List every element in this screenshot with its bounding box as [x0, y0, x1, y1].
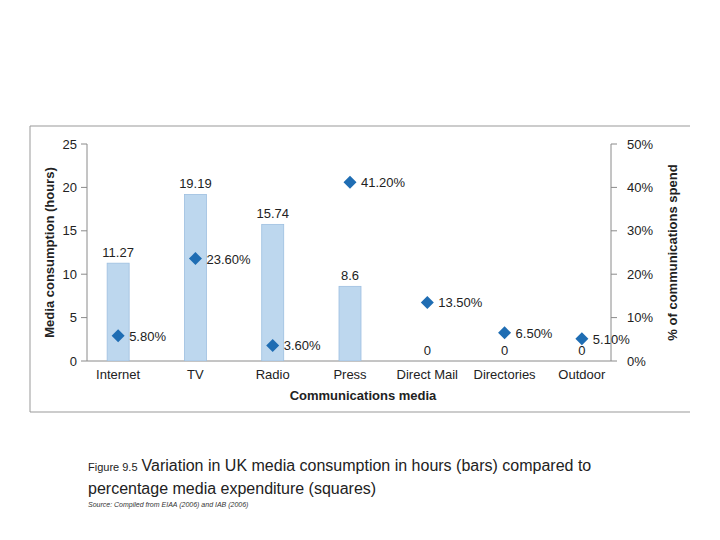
y-axis-title: Media consumption (hours) [42, 167, 57, 337]
caption: Figure 9.5Variation in UK media consumpt… [88, 455, 628, 499]
y2-tick [611, 317, 617, 318]
bar-label: 0 [578, 343, 585, 358]
point-label: 41.20% [361, 175, 406, 190]
x-tick-label: Press [333, 367, 367, 382]
bar [184, 194, 206, 361]
point-label: 5.80% [129, 329, 166, 344]
x-tick-label: Outdoor [558, 367, 606, 382]
y2-tick-label: 10% [627, 310, 653, 325]
diamond-point [498, 326, 511, 339]
x-tick-label: Direct Mail [397, 367, 459, 382]
y2-tick [611, 230, 617, 231]
y-axis-line [87, 144, 88, 361]
bar-label: 19.19 [179, 176, 212, 191]
bar-label: 8.6 [341, 268, 359, 283]
figure-number: Figure 9.5 [88, 461, 138, 473]
x-tick-label: TV [187, 367, 204, 382]
x-tick-label: Internet [96, 367, 140, 382]
bar-label: 0 [501, 343, 508, 358]
y-tick [81, 361, 87, 362]
y-tick-label: 0 [70, 354, 77, 369]
y2-axis-line [611, 144, 612, 361]
y2-tick [611, 144, 617, 145]
y2-axis-title: % of communications spend [665, 164, 680, 340]
x-tick-label: Directories [474, 367, 537, 382]
x-tick-label: Radio [256, 367, 290, 382]
y-tick [81, 144, 87, 145]
point-label: 6.50% [516, 326, 553, 341]
y-tick-label: 5 [70, 310, 77, 325]
y-tick [81, 274, 87, 275]
bar-label: 0 [424, 343, 431, 358]
y-tick-label: 20 [63, 180, 77, 195]
y-tick-label: 25 [63, 137, 77, 152]
bar [339, 286, 361, 361]
source: Source: Compiled from EIAA (2006) and IA… [88, 501, 248, 508]
bar [416, 361, 438, 362]
bar-label: 15.74 [256, 206, 289, 221]
frame [30, 126, 690, 412]
y2-tick-label: 30% [627, 223, 653, 238]
y-tick-label: 10 [63, 267, 77, 282]
y-tick-label: 15 [63, 223, 77, 238]
y2-tick-label: 0% [627, 354, 646, 369]
bar [107, 263, 129, 361]
y2-tick-label: 20% [627, 267, 653, 282]
y-tick [81, 317, 87, 318]
bar [262, 224, 284, 361]
point-label: 5.10% [593, 332, 630, 347]
y2-tick-label: 50% [627, 137, 653, 152]
x-axis-title: Communications media [290, 388, 437, 403]
diamond-point [266, 339, 279, 352]
marks [107, 176, 588, 361]
data-labels: 11.27 19.19 15.74 8.6 0 0 0 5.80% 23.60% 3.60% 41.… [102, 175, 630, 358]
y-tick [81, 230, 87, 231]
bar [494, 361, 516, 362]
point-label: 3.60% [284, 338, 321, 353]
diamond-point [189, 252, 202, 265]
diamond-point [112, 329, 125, 342]
y2-tick [611, 361, 617, 362]
y2-tick [611, 274, 617, 275]
diamond-point [421, 296, 434, 309]
diamond-point [344, 176, 357, 189]
y2-tick-label: 40% [627, 180, 653, 195]
point-label: 13.50% [438, 295, 483, 310]
y2-tick [611, 187, 617, 188]
y-tick [81, 187, 87, 188]
point-label: 23.60% [206, 252, 251, 267]
bar [571, 361, 593, 362]
bar-label: 11.27 [102, 245, 134, 260]
caption-text: Variation in UK media consumption in hou… [88, 457, 591, 497]
